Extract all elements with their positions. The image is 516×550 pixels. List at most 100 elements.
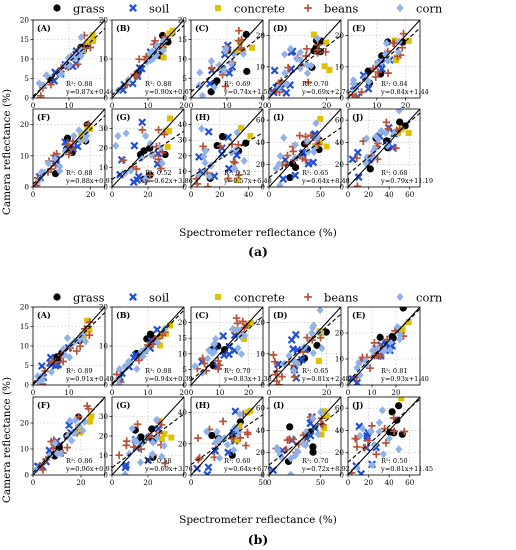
y-tick-label: 20	[99, 16, 109, 25]
one-to-one-line	[112, 397, 184, 475]
point-beans	[73, 60, 82, 69]
point-corn	[43, 71, 51, 80]
equation-label: y=0.93x+1.40	[380, 375, 429, 383]
point-concrete	[315, 357, 322, 364]
point-beans	[243, 430, 252, 439]
panel-frame	[347, 108, 421, 188]
x-tick-label: 10	[222, 101, 232, 110]
point-corn	[313, 34, 322, 43]
x-axis-title-b: Spectrometer reflectance (%)	[179, 514, 337, 526]
point-beans	[400, 427, 409, 436]
point-corn	[318, 344, 326, 353]
equation-label: y=0.69x+2.74	[301, 88, 350, 96]
y-tick-label: 60	[335, 404, 345, 413]
x-tick-label: 10	[143, 388, 153, 397]
point-concrete	[323, 412, 330, 419]
point-beans	[42, 455, 50, 464]
point-beans	[392, 144, 400, 152]
point-corn	[213, 427, 221, 436]
point-beans	[63, 443, 72, 452]
point-corn	[374, 344, 382, 353]
x-tick-label: 0	[189, 478, 194, 487]
x-tick-label: 0	[110, 478, 115, 487]
point-corn	[385, 434, 393, 443]
point-corn	[273, 444, 281, 453]
one-to-one-line	[348, 307, 420, 385]
points-group	[191, 314, 254, 377]
point-corn	[34, 377, 43, 385]
point-corn	[395, 109, 403, 115]
x-tick-label: 0	[110, 101, 115, 110]
regression-line	[269, 408, 341, 466]
point-beans	[130, 443, 138, 451]
y-tick-label: 10	[99, 342, 109, 351]
point-soil	[210, 172, 219, 181]
point-corn	[375, 418, 383, 427]
one-to-one-line	[191, 307, 263, 385]
y-tick-label: 5	[24, 74, 29, 83]
x-tick-label: 10	[64, 388, 74, 397]
point-corn	[133, 365, 141, 374]
point-corn	[394, 47, 402, 56]
point-corn	[222, 44, 230, 53]
equation-label: y=0.79x+11.19	[380, 177, 433, 185]
point-corn	[148, 47, 156, 56]
y-tick-label: 0	[24, 381, 29, 390]
point-corn	[158, 159, 166, 168]
y-tick-label: 10	[178, 55, 188, 64]
point-corn	[38, 376, 46, 385]
x-tick-label: 20	[244, 388, 254, 397]
panel-label: (F)	[37, 400, 50, 410]
regression-line	[269, 313, 341, 378]
legend-label-corn: corn	[416, 2, 443, 16]
point-beans	[277, 77, 286, 85]
x-axis-title-a: Spectrometer reflectance (%)	[179, 227, 337, 239]
y-axis-title-a: Camera reflectance (%)	[1, 89, 13, 215]
point-concrete	[323, 143, 330, 150]
y-tick-label: 10	[178, 167, 188, 176]
point-corn	[201, 158, 209, 167]
point-grass	[243, 67, 251, 75]
point-concrete	[166, 30, 173, 37]
y-tick-label: 0	[260, 381, 265, 390]
point-grass	[208, 431, 216, 440]
y-tick-label: 20	[178, 16, 188, 25]
point-grass	[399, 307, 407, 312]
r2-label: R²: 0.58	[145, 457, 172, 465]
point-corn	[51, 439, 59, 448]
point-corn	[115, 365, 124, 374]
point-corn	[71, 416, 80, 425]
y-tick-label: 20	[178, 439, 188, 448]
equation-label: y=0.57x+6.48	[223, 177, 272, 185]
y-tick-label: 10	[178, 349, 188, 358]
x-tick-label: 40	[244, 190, 254, 199]
point-corn	[201, 166, 209, 175]
point-corn	[229, 324, 237, 333]
point-beans	[132, 165, 141, 173]
point-beans	[161, 459, 169, 468]
y-tick-label: 0	[103, 471, 108, 480]
y-tick-label: 15	[20, 322, 30, 331]
panel-frame	[32, 108, 106, 188]
point-corn	[125, 449, 133, 458]
y-tick-label: 60	[335, 116, 345, 125]
point-soil	[130, 141, 139, 150]
r2-label: R²: 0.70	[302, 80, 329, 88]
point-beans	[283, 436, 292, 444]
point-beans	[200, 359, 209, 368]
point-beans	[74, 413, 83, 421]
point-concrete	[398, 327, 405, 334]
point-beans	[371, 73, 380, 81]
point-corn	[61, 350, 69, 359]
point-grass	[242, 139, 250, 147]
legend-marker-corn	[396, 4, 404, 12]
point-beans	[228, 140, 236, 149]
r2-label: R²: 0.84	[381, 80, 408, 88]
one-to-one-line	[269, 109, 341, 187]
y-tick-label: 20	[20, 16, 30, 25]
regression-line	[112, 413, 184, 469]
point-soil	[195, 152, 204, 161]
panel-frame	[347, 396, 421, 476]
point-corn	[356, 431, 364, 440]
regression-line	[191, 33, 263, 93]
